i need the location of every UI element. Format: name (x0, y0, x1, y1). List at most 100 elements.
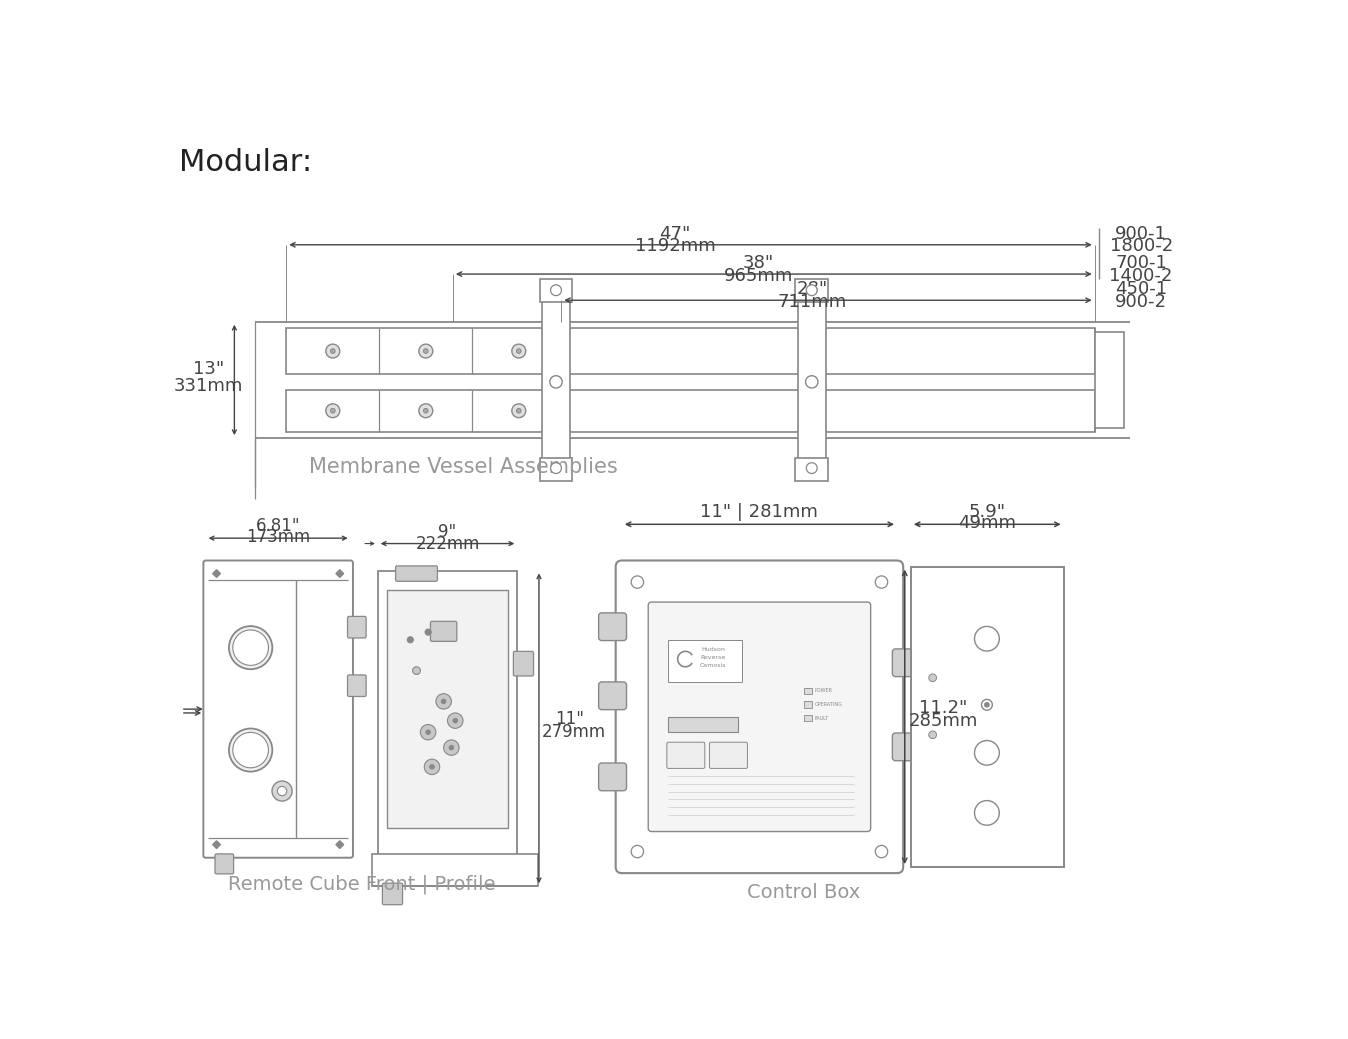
Circle shape (984, 702, 989, 708)
FancyBboxPatch shape (514, 651, 534, 676)
FancyBboxPatch shape (667, 742, 705, 769)
Circle shape (441, 699, 446, 703)
Text: 11" | 281mm: 11" | 281mm (701, 503, 818, 521)
FancyBboxPatch shape (911, 566, 1064, 867)
Circle shape (631, 576, 643, 588)
Circle shape (875, 846, 888, 858)
FancyBboxPatch shape (599, 763, 627, 791)
FancyBboxPatch shape (803, 688, 811, 694)
Text: 28": 28" (797, 281, 828, 298)
Text: 900-2: 900-2 (1115, 293, 1167, 311)
Circle shape (423, 408, 429, 414)
FancyBboxPatch shape (599, 682, 627, 710)
Circle shape (326, 404, 340, 418)
Circle shape (425, 760, 439, 774)
Circle shape (512, 404, 526, 418)
FancyBboxPatch shape (204, 560, 353, 858)
FancyBboxPatch shape (709, 742, 747, 769)
Circle shape (512, 344, 526, 358)
Text: Reverse: Reverse (701, 655, 727, 660)
Circle shape (423, 349, 429, 353)
Circle shape (975, 627, 999, 651)
Circle shape (233, 732, 268, 768)
Text: POWER: POWER (814, 688, 833, 693)
Text: OPERATING: OPERATING (814, 702, 842, 707)
FancyBboxPatch shape (383, 883, 403, 905)
Polygon shape (213, 841, 221, 849)
FancyBboxPatch shape (395, 566, 437, 581)
FancyBboxPatch shape (377, 570, 518, 855)
Circle shape (981, 699, 992, 711)
Circle shape (975, 741, 999, 765)
Circle shape (806, 376, 818, 388)
FancyBboxPatch shape (669, 640, 741, 683)
Circle shape (330, 349, 336, 353)
Circle shape (419, 344, 433, 358)
FancyBboxPatch shape (372, 854, 538, 886)
FancyBboxPatch shape (348, 616, 367, 638)
Polygon shape (213, 569, 221, 578)
Text: 49mm: 49mm (958, 513, 1016, 532)
Circle shape (550, 462, 561, 474)
FancyBboxPatch shape (539, 278, 573, 301)
Text: 965mm: 965mm (724, 267, 793, 285)
FancyBboxPatch shape (542, 281, 570, 480)
Circle shape (419, 404, 433, 418)
Circle shape (449, 745, 454, 750)
Text: Membrane Vessel Assemblies: Membrane Vessel Assemblies (309, 456, 617, 477)
FancyBboxPatch shape (348, 675, 367, 696)
Text: 900-1: 900-1 (1115, 225, 1167, 243)
Text: 700-1: 700-1 (1115, 255, 1167, 272)
Circle shape (430, 765, 434, 769)
Circle shape (516, 408, 522, 414)
Circle shape (975, 801, 999, 825)
Text: Control Box: Control Box (747, 883, 860, 902)
FancyBboxPatch shape (803, 715, 811, 721)
FancyBboxPatch shape (892, 732, 921, 761)
Circle shape (278, 787, 287, 796)
Circle shape (550, 285, 561, 296)
Text: 47": 47" (659, 225, 690, 243)
FancyBboxPatch shape (214, 854, 233, 874)
FancyBboxPatch shape (669, 717, 739, 732)
Circle shape (229, 728, 272, 772)
Text: 222mm: 222mm (415, 534, 480, 553)
Text: Osmosis: Osmosis (700, 663, 727, 668)
Text: 13": 13" (193, 361, 224, 378)
FancyBboxPatch shape (795, 458, 828, 481)
Circle shape (407, 637, 414, 643)
Text: 711mm: 711mm (778, 293, 847, 311)
Circle shape (453, 718, 457, 723)
Text: 5.9": 5.9" (969, 503, 1006, 521)
FancyBboxPatch shape (616, 560, 903, 873)
Circle shape (233, 630, 268, 665)
Circle shape (330, 408, 336, 414)
Circle shape (929, 731, 937, 739)
Text: 279mm: 279mm (542, 723, 605, 741)
Circle shape (326, 344, 340, 358)
Text: Hudson: Hudson (701, 647, 725, 652)
Circle shape (448, 713, 462, 728)
Text: 11.2": 11.2" (919, 698, 968, 717)
Circle shape (412, 667, 421, 674)
Circle shape (875, 576, 888, 588)
Circle shape (550, 376, 562, 388)
Text: 1192mm: 1192mm (635, 237, 716, 256)
FancyBboxPatch shape (892, 649, 921, 676)
Polygon shape (336, 569, 344, 578)
Circle shape (516, 349, 522, 353)
FancyBboxPatch shape (795, 278, 828, 301)
Circle shape (426, 730, 430, 735)
FancyBboxPatch shape (539, 458, 573, 481)
Circle shape (272, 781, 293, 801)
Circle shape (435, 694, 452, 709)
Text: 1400-2: 1400-2 (1109, 267, 1173, 285)
Circle shape (443, 740, 460, 755)
Circle shape (806, 285, 817, 296)
FancyBboxPatch shape (648, 602, 871, 831)
Text: Modular:: Modular: (179, 148, 313, 177)
FancyBboxPatch shape (798, 281, 826, 480)
FancyBboxPatch shape (286, 390, 1095, 432)
Text: 38": 38" (743, 255, 774, 272)
Circle shape (425, 629, 431, 635)
